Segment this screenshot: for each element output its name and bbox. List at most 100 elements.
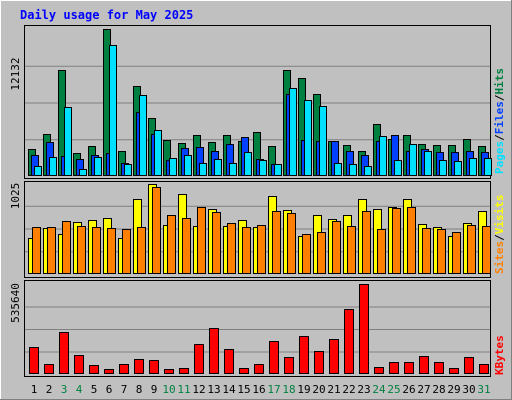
bar-kbytes-day-16 <box>254 364 264 374</box>
bar-pages-day-23 <box>364 166 372 176</box>
x-tick-label-13: 13 <box>207 383 220 396</box>
bar-pages-day-11 <box>184 155 192 176</box>
bar-sites-day-15 <box>242 227 251 274</box>
bar-kbytes-day-6 <box>104 369 114 374</box>
bar-sites-day-4 <box>77 226 86 274</box>
bar-kbytes-day-14 <box>224 349 234 374</box>
bar-sites-day-25 <box>392 208 401 274</box>
legend-hits: Hits <box>493 68 506 95</box>
bar-pages-day-7 <box>124 164 132 176</box>
x-tick-label-11: 11 <box>177 383 190 396</box>
bar-kbytes-day-26 <box>404 362 414 374</box>
x-tick-label-9: 9 <box>151 383 158 396</box>
x-tick-label-18: 18 <box>282 383 295 396</box>
bar-pages-day-6 <box>109 45 117 176</box>
legend-sites: Sites <box>493 241 506 274</box>
y-max-label-visits: 1025 <box>9 183 22 210</box>
bar-kbytes-day-17 <box>269 341 279 374</box>
bar-kbytes-day-29 <box>449 368 459 374</box>
x-tick-label-6: 6 <box>106 383 113 396</box>
x-tick-label-19: 19 <box>297 383 310 396</box>
bar-pages-day-29 <box>454 161 462 176</box>
x-tick-label-17: 17 <box>267 383 280 396</box>
bar-sites-day-11 <box>182 218 191 274</box>
bar-pages-day-18 <box>289 88 297 176</box>
bar-sites-day-9 <box>152 187 161 274</box>
bar-pages-day-21 <box>334 163 342 176</box>
bar-kbytes-day-27 <box>419 356 429 374</box>
bar-kbytes-day-10 <box>164 369 174 374</box>
x-tick-label-5: 5 <box>91 383 98 396</box>
bar-pages-day-4 <box>79 169 87 176</box>
bar-kbytes-day-19 <box>299 336 309 374</box>
bar-kbytes-day-7 <box>119 364 129 374</box>
x-tick-label-12: 12 <box>192 383 205 396</box>
bar-kbytes-day-23 <box>359 284 369 374</box>
bar-sites-day-30 <box>467 225 476 274</box>
legend-sep-1: / <box>493 134 506 141</box>
bar-sites-day-1 <box>32 227 41 274</box>
bar-sites-day-10 <box>167 215 176 274</box>
bar-sites-day-22 <box>347 226 356 274</box>
bar-pages-day-8 <box>139 95 147 176</box>
bar-kbytes-day-2 <box>44 364 54 374</box>
y-max-label-kbytes: 535640 <box>9 283 22 323</box>
bar-pages-day-14 <box>229 163 237 176</box>
x-tick-label-1: 1 <box>31 383 38 396</box>
bar-kbytes-day-1 <box>29 347 39 374</box>
bar-sites-day-28 <box>437 229 446 274</box>
bar-pages-day-31 <box>484 158 492 176</box>
bar-sites-day-26 <box>407 207 416 274</box>
bar-sites-day-24 <box>377 229 386 274</box>
bar-kbytes-day-8 <box>134 359 144 374</box>
panel-kbytes <box>24 280 491 377</box>
legend-hits-files-pages: Pages/Files/Hits <box>493 68 506 174</box>
bar-sites-day-14 <box>227 223 236 274</box>
bar-kbytes-day-25 <box>389 362 399 374</box>
bar-kbytes-day-21 <box>329 339 339 374</box>
bar-sites-day-21 <box>332 221 341 274</box>
x-tick-label-21: 21 <box>327 383 340 396</box>
bar-kbytes-day-13 <box>209 328 219 374</box>
legend-visits-sites: Sites/Visits <box>493 195 506 275</box>
bar-pages-day-12 <box>199 163 207 176</box>
bar-pages-day-15 <box>244 152 252 176</box>
bar-pages-day-5 <box>94 157 102 176</box>
x-tick-labels: 1 2 3 4 5 6 7 8 9 10 11 12 13 14 15 16 17 18 19 20 21 22 23 24 2… <box>31 383 491 396</box>
bar-kbytes-day-31 <box>479 364 489 374</box>
bar-pages-day-1 <box>34 166 42 176</box>
bar-kbytes-day-30 <box>464 357 474 374</box>
x-tick-label-30: 30 <box>462 383 475 396</box>
bar-sites-day-31 <box>482 226 491 274</box>
bar-kbytes-day-12 <box>194 344 204 374</box>
bar-pages-day-28 <box>439 160 447 176</box>
x-tick-label-8: 8 <box>136 383 143 396</box>
bar-pages-day-26 <box>409 144 417 176</box>
bar-pages-day-10 <box>169 158 177 176</box>
legend-files: Files <box>493 101 506 134</box>
legend-pages: Pages <box>493 141 506 174</box>
bar-kbytes-day-22 <box>344 309 354 374</box>
bar-pages-day-16 <box>259 160 267 176</box>
bar-kbytes-day-5 <box>89 365 99 374</box>
bar-pages-day-25 <box>394 160 402 176</box>
bar-kbytes-day-20 <box>314 351 324 374</box>
bar-pages-day-9 <box>154 130 162 176</box>
y-max-label-hits: 12132 <box>9 57 22 90</box>
x-tick-label-10: 10 <box>162 383 175 396</box>
bar-sites-day-20 <box>317 232 326 274</box>
bar-kbytes-day-24 <box>374 367 384 374</box>
bar-kbytes-day-11 <box>179 368 189 374</box>
bar-pages-day-17 <box>274 164 282 176</box>
x-tick-label-26: 26 <box>402 383 415 396</box>
legend-sep-3: / <box>493 234 506 241</box>
bar-sites-day-3 <box>62 221 71 274</box>
bar-pages-day-27 <box>424 151 432 176</box>
bar-sites-day-29 <box>452 232 461 274</box>
x-tick-label-7: 7 <box>121 383 128 396</box>
x-tick-label-31: 31 <box>477 383 490 396</box>
bar-pages-day-20 <box>319 106 327 176</box>
bar-pages-day-2 <box>49 157 57 176</box>
bar-kbytes-day-9 <box>149 360 159 374</box>
